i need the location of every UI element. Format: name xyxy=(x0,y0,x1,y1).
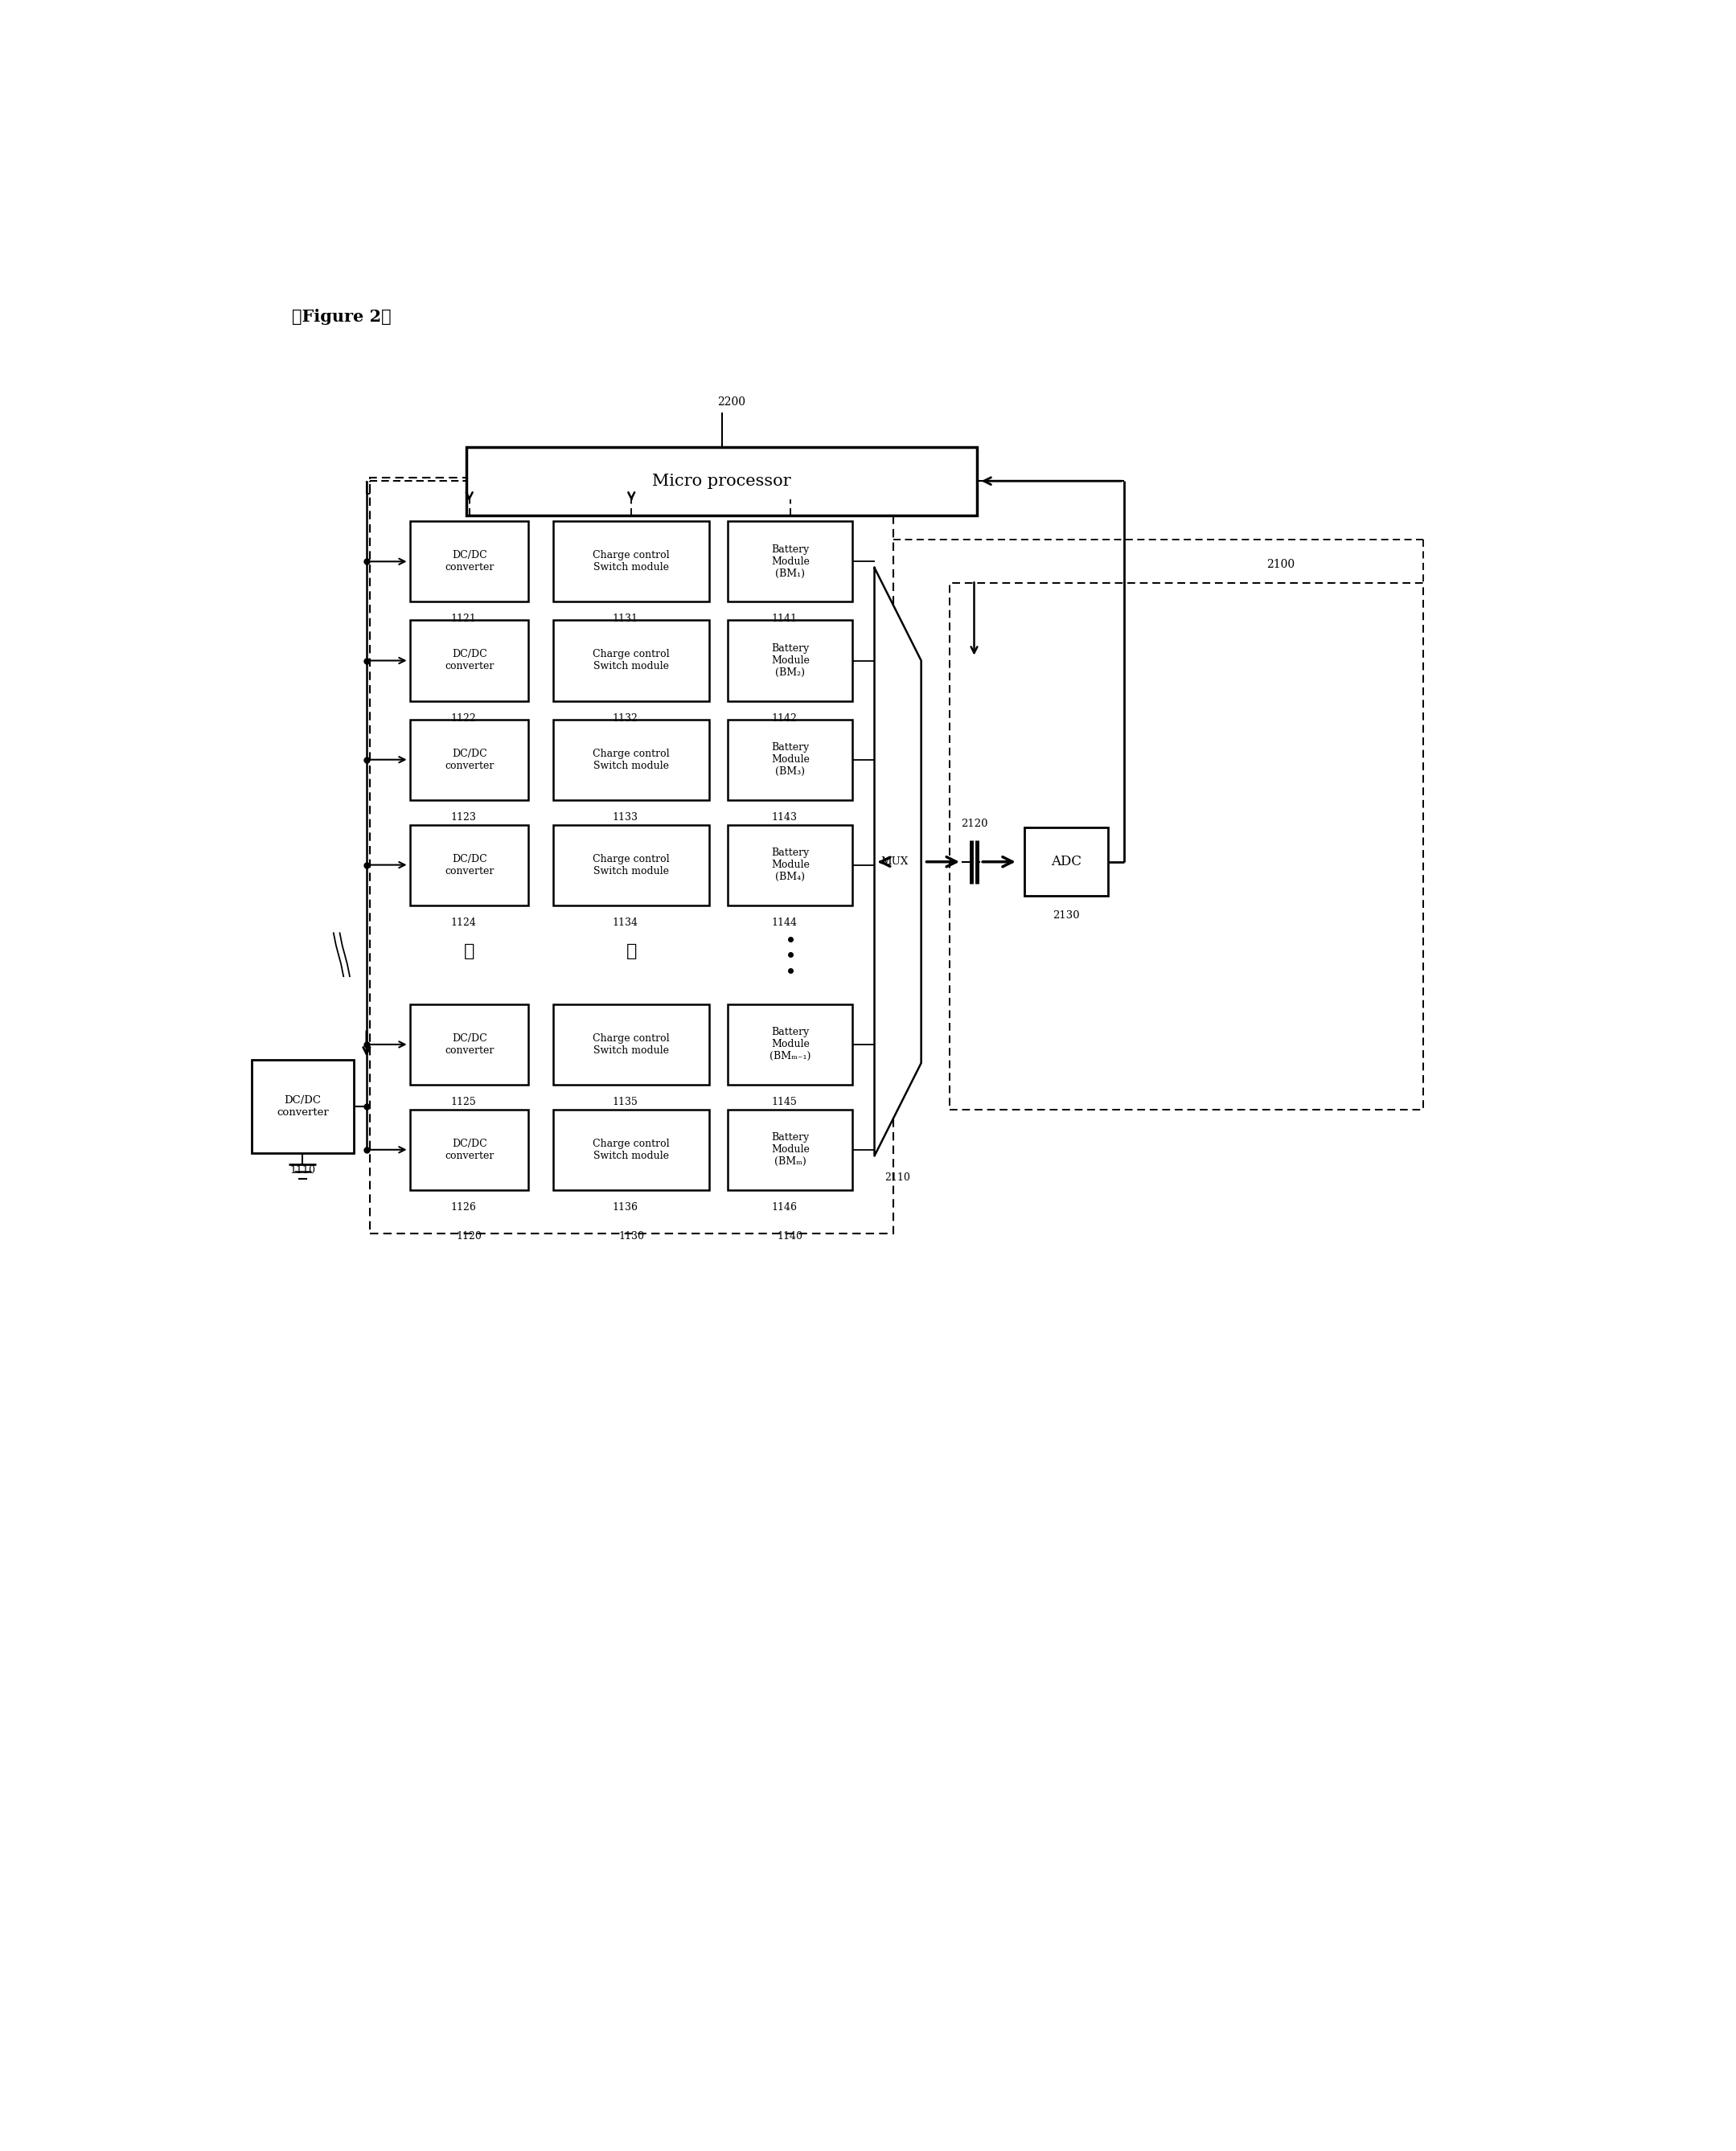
Text: DC/DC
converter: DC/DC converter xyxy=(444,1138,495,1162)
Text: ADC: ADC xyxy=(1050,854,1082,869)
FancyBboxPatch shape xyxy=(554,521,710,602)
Text: Battery
Module
(BM₃): Battery Module (BM₃) xyxy=(771,742,809,777)
Text: 1142: 1142 xyxy=(771,712,797,723)
Text: 2100: 2100 xyxy=(1267,559,1295,570)
FancyBboxPatch shape xyxy=(1024,828,1108,895)
Text: 2120: 2120 xyxy=(960,817,988,828)
FancyBboxPatch shape xyxy=(554,824,710,906)
Text: Charge control
Switch module: Charge control Switch module xyxy=(594,854,670,875)
Text: 1126: 1126 xyxy=(450,1202,476,1213)
Text: MUX: MUX xyxy=(880,856,908,867)
Text: 1124: 1124 xyxy=(450,916,476,927)
Text: 2130: 2130 xyxy=(1052,910,1080,921)
Text: 1132: 1132 xyxy=(613,712,639,723)
Text: 2110: 2110 xyxy=(885,1172,911,1183)
Text: 2200: 2200 xyxy=(717,396,745,409)
Text: 1131: 1131 xyxy=(613,613,639,624)
FancyBboxPatch shape xyxy=(710,499,871,1217)
Text: ⋮: ⋮ xyxy=(464,942,474,961)
FancyBboxPatch shape xyxy=(535,499,727,1217)
FancyBboxPatch shape xyxy=(410,1110,528,1190)
FancyBboxPatch shape xyxy=(554,1005,710,1084)
Text: 1143: 1143 xyxy=(771,811,797,822)
Text: Charge control
Switch module: Charge control Switch module xyxy=(594,749,670,770)
Text: 1121: 1121 xyxy=(450,613,476,624)
Text: DC/DC
converter: DC/DC converter xyxy=(444,854,495,875)
Text: 1140: 1140 xyxy=(778,1230,804,1241)
FancyBboxPatch shape xyxy=(727,521,852,602)
FancyBboxPatch shape xyxy=(410,1005,528,1084)
Text: Battery
Module
(BM₁): Battery Module (BM₁) xyxy=(771,544,809,579)
FancyBboxPatch shape xyxy=(727,619,852,701)
Text: 1110: 1110 xyxy=(290,1166,316,1174)
Text: Battery
Module
(BM₂): Battery Module (BM₂) xyxy=(771,643,809,678)
FancyBboxPatch shape xyxy=(410,824,528,906)
Text: 1130: 1130 xyxy=(618,1230,644,1241)
Text: 1123: 1123 xyxy=(450,811,476,822)
Text: 1146: 1146 xyxy=(771,1202,797,1213)
Text: 【Figure 2】: 【Figure 2】 xyxy=(292,310,391,325)
FancyBboxPatch shape xyxy=(727,718,852,800)
FancyBboxPatch shape xyxy=(467,447,977,514)
Text: 1125: 1125 xyxy=(450,1097,476,1108)
Text: ⋮: ⋮ xyxy=(627,942,637,961)
FancyBboxPatch shape xyxy=(554,619,710,701)
Text: DC/DC
converter: DC/DC converter xyxy=(444,1032,495,1056)
Text: 1135: 1135 xyxy=(613,1097,639,1108)
Text: DC/DC
converter: DC/DC converter xyxy=(276,1095,328,1119)
Text: Battery
Module
(BMₘ): Battery Module (BMₘ) xyxy=(771,1131,809,1168)
Text: 1145: 1145 xyxy=(771,1097,797,1108)
Text: 1120: 1120 xyxy=(457,1230,483,1241)
FancyBboxPatch shape xyxy=(727,824,852,906)
FancyBboxPatch shape xyxy=(727,1005,852,1084)
FancyBboxPatch shape xyxy=(410,718,528,800)
Text: DC/DC
converter: DC/DC converter xyxy=(444,749,495,770)
Text: 1133: 1133 xyxy=(613,811,639,822)
Text: 1134: 1134 xyxy=(613,916,639,927)
FancyBboxPatch shape xyxy=(554,718,710,800)
Text: Charge control
Switch module: Charge control Switch module xyxy=(594,551,670,572)
Polygon shape xyxy=(875,568,922,1155)
FancyBboxPatch shape xyxy=(727,1110,852,1190)
Text: Charge control
Switch module: Charge control Switch module xyxy=(594,650,670,671)
Text: DC/DC
converter: DC/DC converter xyxy=(444,551,495,572)
Text: 1144: 1144 xyxy=(771,916,797,927)
FancyBboxPatch shape xyxy=(370,478,892,1233)
Text: Charge control
Switch module: Charge control Switch module xyxy=(594,1032,670,1056)
Text: Battery
Module
(BMₘ₋₁): Battery Module (BMₘ₋₁) xyxy=(769,1028,811,1063)
Text: 1141: 1141 xyxy=(771,613,797,624)
FancyBboxPatch shape xyxy=(554,1110,710,1190)
FancyBboxPatch shape xyxy=(252,1060,354,1153)
FancyBboxPatch shape xyxy=(410,521,528,602)
Text: Battery
Module
(BM₄): Battery Module (BM₄) xyxy=(771,847,809,882)
FancyBboxPatch shape xyxy=(410,619,528,701)
Text: Charge control
Switch module: Charge control Switch module xyxy=(594,1138,670,1162)
FancyBboxPatch shape xyxy=(950,583,1424,1110)
Text: 1136: 1136 xyxy=(613,1202,639,1213)
Text: DC/DC
converter: DC/DC converter xyxy=(444,650,495,671)
FancyBboxPatch shape xyxy=(392,499,547,1217)
Text: 1122: 1122 xyxy=(450,712,476,723)
Text: Micro processor: Micro processor xyxy=(653,473,792,488)
